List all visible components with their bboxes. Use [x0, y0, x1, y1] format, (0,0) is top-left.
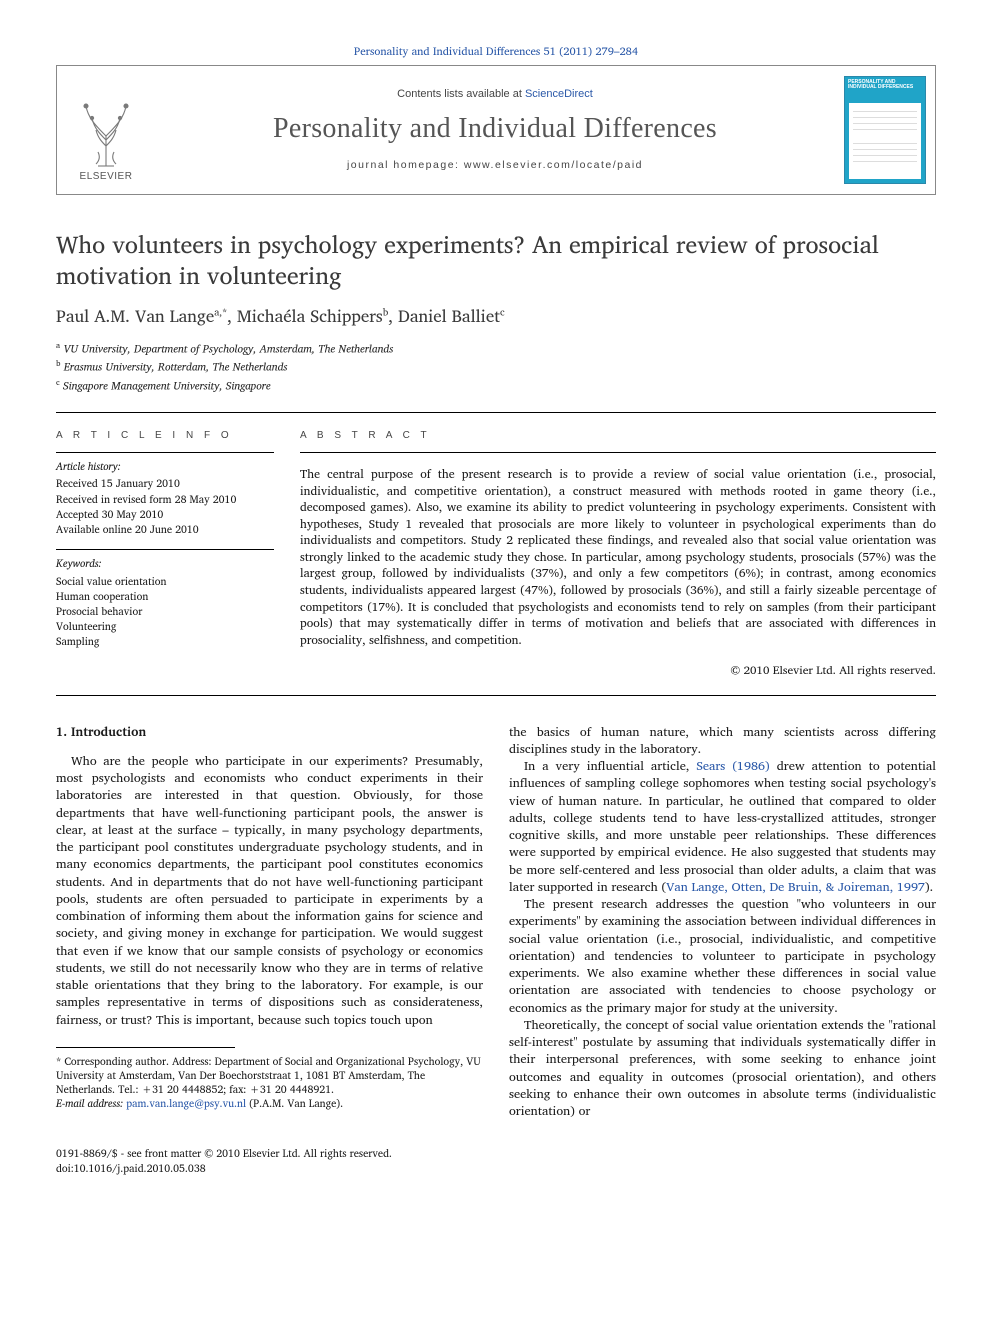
abstract-copyright: © 2010 Elsevier Ltd. All rights reserved…	[300, 663, 936, 679]
author-1-aff: a,*	[214, 305, 227, 321]
article-info-col: A R T I C L E I N F O Article history: R…	[56, 429, 274, 679]
affiliations: a VU University, Department of Psycholog…	[56, 339, 936, 393]
body-col-right: the basics of human nature, which many s…	[509, 724, 936, 1121]
authors: Paul A.M. Van Langea,*, Michaéla Schippe…	[56, 306, 936, 329]
keywords-block: Keywords: Social value orientation Human…	[56, 556, 274, 649]
homepage-line: journal homepage: www.elsevier.com/locat…	[347, 158, 643, 172]
doi-line: doi:10.1016/j.paid.2010.05.038	[56, 1161, 936, 1176]
author-3: Daniel Balliet	[398, 303, 500, 330]
body-para: In a very influential article, Sears (19…	[509, 758, 936, 896]
rule-bottom-abstract	[56, 695, 936, 696]
body-columns: 1. Introduction Who are the people who p…	[56, 724, 936, 1121]
elsevier-tree-icon	[75, 96, 137, 168]
article-info-heading: A R T I C L E I N F O	[56, 429, 274, 443]
journal-name: Personality and Individual Differences	[273, 110, 717, 148]
author-1: Paul A.M. Van Lange	[56, 303, 214, 330]
body-para: Theoretically, the concept of social val…	[509, 1017, 936, 1121]
body-span: drew attention to potential influences o…	[509, 756, 936, 897]
publisher-logo-block: ELSEVIER	[57, 66, 155, 194]
running-citation: Personality and Individual Differences 5…	[56, 44, 936, 59]
rule-info	[56, 452, 274, 453]
abstract-heading: A B S T R A C T	[300, 429, 936, 443]
cover-thumb-block: PERSONALITY AND INDIVIDUAL DIFFERENCES	[835, 66, 935, 194]
email-line: E-mail address: pam.van.lange@psy.vu.nl …	[56, 1096, 483, 1110]
affiliation-a: a VU University, Department of Psycholog…	[56, 339, 936, 357]
email-suffix: (P.A.M. Van Lange).	[246, 1094, 343, 1112]
body-para: the basics of human nature, which many s…	[509, 724, 936, 759]
abstract-col: A B S T R A C T The central purpose of t…	[300, 429, 936, 679]
journal-cover-thumbnail: PERSONALITY AND INDIVIDUAL DIFFERENCES	[844, 76, 926, 184]
cover-title: PERSONALITY AND INDIVIDUAL DIFFERENCES	[845, 77, 925, 91]
body-col-left: 1. Introduction Who are the people who p…	[56, 724, 483, 1121]
body-para: Who are the people who participate in ou…	[56, 753, 483, 1029]
abstract-text: The central purpose of the present resea…	[300, 467, 936, 649]
keywords-label: Keywords:	[56, 556, 274, 571]
homepage-prefix: journal homepage:	[347, 159, 464, 171]
history-online: Available online 20 June 2010	[56, 522, 274, 537]
header-center: Contents lists available at ScienceDirec…	[155, 66, 835, 194]
footnotes: * Corresponding author. Address: Departm…	[56, 1054, 483, 1111]
rule-keywords	[56, 549, 274, 550]
sciencedirect-link[interactable]: ScienceDirect	[525, 88, 593, 100]
cover-body-placeholder	[849, 103, 921, 179]
affiliation-b: b Erasmus University, Rotterdam, The Net…	[56, 357, 936, 375]
author-2: Michaéla Schippers	[237, 303, 383, 330]
contents-prefix: Contents lists available at	[397, 88, 525, 100]
article-title: Who volunteers in psychology experiments…	[56, 229, 936, 290]
keyword: Sampling	[56, 634, 274, 649]
journal-header: ELSEVIER Contents lists available at Sci…	[56, 65, 936, 195]
email-label: E-mail address:	[56, 1094, 126, 1112]
article-history: Article history: Received 15 January 201…	[56, 459, 274, 537]
homepage-url[interactable]: www.elsevier.com/locate/paid	[464, 159, 643, 171]
page: Personality and Individual Differences 5…	[0, 0, 992, 1206]
section-heading-1: 1. Introduction	[56, 724, 483, 741]
info-abstract-row: A R T I C L E I N F O Article history: R…	[56, 413, 936, 695]
corresponding-author-note: * Corresponding author. Address: Departm…	[56, 1054, 483, 1097]
email-link[interactable]: pam.van.lange@psy.vu.nl	[126, 1094, 246, 1112]
front-matter-footer: 0191-8869/$ - see front matter © 2010 El…	[56, 1146, 936, 1175]
author-sep: ,	[227, 303, 237, 330]
history-label: Article history:	[56, 459, 274, 474]
body-para: The present research addresses the quest…	[509, 896, 936, 1017]
publisher-name: ELSEVIER	[80, 170, 133, 184]
affiliation-c: c Singapore Management University, Singa…	[56, 376, 936, 394]
contents-line: Contents lists available at ScienceDirec…	[397, 87, 593, 102]
footnote-separator	[56, 1047, 235, 1048]
rule-abstract	[300, 452, 936, 453]
author-sep: ,	[388, 303, 398, 330]
author-3-aff: c	[500, 305, 505, 321]
